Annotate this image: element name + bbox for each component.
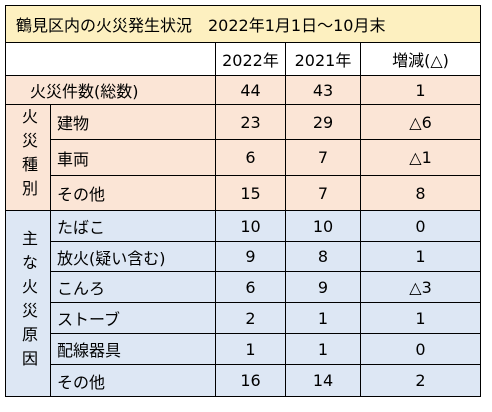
cell: 8: [285, 241, 361, 272]
cell: 2: [215, 302, 286, 334]
cell: 9: [215, 241, 286, 272]
total-row: 火災件数(総数) 44 43 1: [5, 75, 482, 105]
data-row: 火災種別 建物 23 29 △6: [5, 104, 482, 211]
row-label: 配線器具: [50, 333, 216, 365]
cell: 14: [285, 364, 361, 397]
group-label: 主な火災原因: [5, 210, 51, 397]
cell: 0: [359, 210, 482, 242]
data-row: その他 15 7 8: [6, 175, 482, 211]
cell: 1: [285, 302, 361, 334]
data-row: その他 16 14 2: [6, 364, 482, 397]
title-row: 鶴見区内の火災発生状況 2022年1月1日～10月末: [4, 5, 482, 43]
cell: 23: [215, 104, 286, 140]
row-label: 火災件数(総数): [5, 75, 216, 105]
table-body: 鶴見区内の火災発生状況 2022年1月1日～10月末 2022年 2021年 増減(△…: [4, 5, 482, 397]
cell: 2: [359, 364, 482, 397]
row-label: ストーブ: [50, 302, 216, 334]
cell: 29: [285, 104, 361, 140]
header-cell: 増減(△): [359, 42, 482, 76]
data-row: 主な火災原因 たばこ 10 10 0: [5, 210, 482, 397]
row-label: たばこ: [50, 210, 216, 242]
cell: 10: [215, 210, 286, 242]
cell: 6: [215, 271, 286, 303]
cell: 7: [285, 139, 361, 176]
cell: 7: [285, 175, 361, 211]
header-cell: 2022年: [215, 42, 286, 76]
data-row: ストーブ 2 1 1: [6, 302, 482, 334]
header-cell: 2021年: [285, 42, 361, 76]
cell: 1: [215, 333, 286, 365]
data-row: 配線器具 1 1 0: [6, 333, 482, 365]
group-label: 火災種別: [5, 104, 51, 211]
data-row: 車両 6 7 △1: [6, 139, 482, 176]
row-label: こんろ: [50, 271, 216, 303]
cell: 8: [359, 175, 482, 211]
group-text: 火災種別: [19, 107, 38, 204]
cell: △3: [359, 271, 482, 303]
cell: 44: [215, 75, 286, 105]
cell: △1: [359, 139, 482, 176]
cell: 1: [359, 302, 482, 334]
cell: 16: [215, 364, 286, 397]
data-row: こんろ 6 9 △3: [6, 271, 482, 303]
title: 鶴見区内の火災発生状況 2022年1月1日～10月末: [4, 5, 482, 43]
cell: 43: [285, 75, 361, 105]
cell: 10: [285, 210, 361, 242]
header-row: 2022年 2021年 増減(△): [5, 42, 482, 76]
data-row: 放火(疑い含む) 9 8 1: [6, 241, 482, 272]
cell: 1: [285, 333, 361, 365]
cell: 6: [215, 139, 286, 176]
cell: △6: [359, 104, 482, 140]
cell: 9: [285, 271, 361, 303]
row-label: 放火(疑い含む): [50, 241, 216, 272]
group-text: 主な火災原因: [19, 229, 38, 374]
cell: 0: [359, 333, 482, 365]
row-label: その他: [50, 364, 216, 397]
header-blank: [5, 42, 216, 76]
row-label: 建物: [50, 104, 216, 140]
fire-table: 鶴見区内の火災発生状況 2022年1月1日～10月末 2022年 2021年 増減(△…: [4, 5, 482, 397]
cell: 1: [359, 75, 482, 105]
row-label: その他: [50, 175, 216, 211]
row-label: 車両: [50, 139, 216, 176]
cell: 1: [359, 241, 482, 272]
cell: 15: [215, 175, 286, 211]
